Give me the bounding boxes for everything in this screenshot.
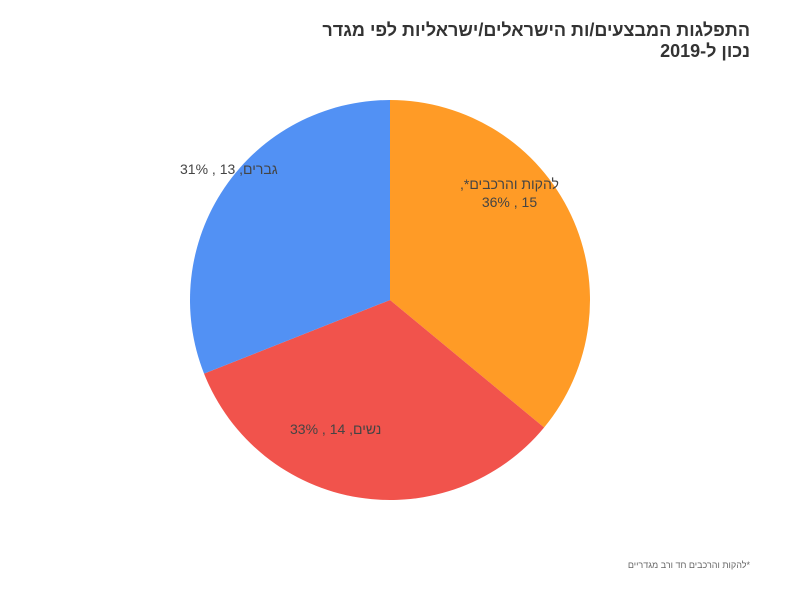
slice-label-line1: להקות והרכבים*, <box>460 175 559 193</box>
slice-label-0: להקות והרכבים*,15 , 36% <box>460 175 559 211</box>
pie-svg <box>180 90 600 510</box>
slice-label-line1: נשים, 14 , 33% <box>290 420 381 438</box>
chart-title: התפלגות המבצעים/ות הישראלים/ישראליות לפי… <box>322 20 750 62</box>
slice-label-1: נשים, 14 , 33% <box>290 420 381 438</box>
footnote: *להקות והרכבים חד ורב מגדריים <box>628 560 750 570</box>
pie-chart <box>180 90 600 510</box>
title-line-1: התפלגות המבצעים/ות הישראלים/ישראליות לפי… <box>322 20 750 41</box>
slice-label-line2: 15 , 36% <box>460 193 559 211</box>
slice-label-line1: גברים, 13 , 31% <box>180 160 278 178</box>
title-line-2: נכון ל-2019 <box>322 41 750 62</box>
slice-label-2: גברים, 13 , 31% <box>180 160 278 178</box>
